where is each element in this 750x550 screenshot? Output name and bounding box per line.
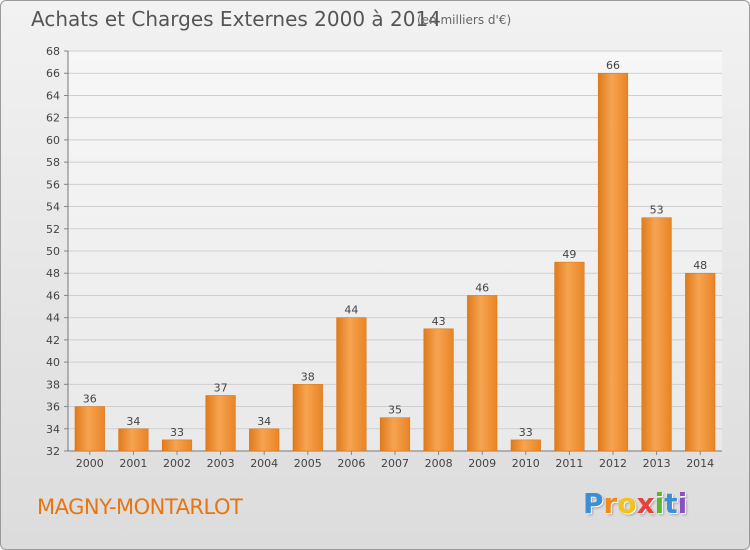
data-label-2010: 33	[519, 426, 533, 439]
data-label-2002: 33	[170, 426, 184, 439]
bar-2000	[74, 406, 105, 452]
y-tick-label: 56	[46, 178, 60, 191]
x-tick-label-2003: 2003	[207, 457, 235, 470]
y-tick-label: 36	[46, 401, 60, 414]
logo-letter: r	[603, 487, 618, 520]
y-tick-label: 62	[46, 112, 60, 125]
data-label-2012: 66	[606, 59, 620, 72]
y-tick-label: 50	[46, 245, 60, 258]
chart-unit: (en milliers d'€)	[417, 13, 512, 27]
y-tick-label: 46	[46, 289, 60, 302]
data-label-2014: 48	[693, 259, 707, 272]
x-tick-label-2011: 2011	[555, 457, 583, 470]
bar-2013	[641, 217, 672, 452]
proxiti-logo: Proxiti	[583, 487, 687, 520]
y-tick-label: 52	[46, 223, 60, 236]
data-label-2007: 35	[388, 404, 402, 417]
y-tick-label: 32	[46, 445, 60, 458]
bar-2012	[597, 72, 629, 452]
logo-letter: i	[677, 487, 688, 520]
y-tick-label: 42	[46, 334, 60, 347]
data-label-2013: 53	[650, 204, 664, 217]
x-tick-label-2005: 2005	[294, 457, 322, 470]
commune-name: MAGNY-MONTARLOT	[37, 495, 243, 519]
bar-2010	[510, 439, 541, 452]
x-tick-label-2012: 2012	[599, 457, 627, 470]
y-tick-label: 38	[46, 378, 60, 391]
x-tick-label-2006: 2006	[337, 457, 365, 470]
data-label-2003: 37	[214, 381, 228, 394]
bar-2003	[205, 395, 236, 452]
bar-2006	[336, 317, 367, 452]
bar-2002	[161, 439, 193, 452]
y-tick-label: 44	[46, 312, 60, 325]
x-tick-label-2001: 2001	[119, 457, 147, 470]
x-tick-label-2010: 2010	[512, 457, 540, 470]
y-tick-label: 40	[46, 356, 60, 369]
x-tick-label-2007: 2007	[381, 457, 409, 470]
data-label-2001: 34	[126, 415, 140, 428]
x-tick-label-2004: 2004	[250, 457, 278, 470]
x-tick-label-2014: 2014	[686, 457, 714, 470]
bar-2014	[685, 272, 716, 452]
x-tick-label-2009: 2009	[468, 457, 496, 470]
chart-title: Achats et Charges Externes 2000 à 2014	[31, 7, 441, 31]
logo-letter: i	[654, 487, 665, 520]
bar-2004	[249, 428, 280, 452]
bar-2008	[423, 328, 454, 452]
y-tick-label: 68	[46, 45, 60, 58]
y-tick-label: 64	[46, 89, 60, 102]
data-label-2006: 44	[344, 304, 358, 317]
data-label-2009: 46	[475, 281, 489, 294]
logo-letter: o	[617, 487, 637, 520]
bar-2011	[554, 261, 585, 452]
y-tick-label: 60	[46, 134, 60, 147]
logo-letter: t	[664, 487, 678, 520]
y-tick-label: 66	[46, 67, 60, 80]
data-label-2011: 49	[562, 248, 576, 261]
y-tick-label: 48	[46, 267, 60, 280]
data-label-2008: 43	[432, 315, 446, 328]
data-label-2005: 38	[301, 370, 315, 383]
data-label-2004: 34	[257, 415, 271, 428]
y-tick-label: 58	[46, 156, 60, 169]
bar-2005	[292, 384, 323, 452]
bar-2009	[467, 295, 498, 452]
data-label-2000: 36	[83, 393, 97, 406]
x-tick-label-2000: 2000	[76, 457, 104, 470]
y-tick-label: 54	[46, 201, 60, 214]
bar-2007	[379, 417, 411, 452]
x-tick-label-2013: 2013	[643, 457, 671, 470]
logo-letter: x	[636, 487, 655, 520]
logo-letter: P	[583, 487, 604, 520]
x-tick-label-2002: 2002	[163, 457, 191, 470]
x-tick-label-2008: 2008	[425, 457, 453, 470]
bar-2001	[118, 428, 149, 452]
y-tick-label: 34	[46, 423, 60, 436]
